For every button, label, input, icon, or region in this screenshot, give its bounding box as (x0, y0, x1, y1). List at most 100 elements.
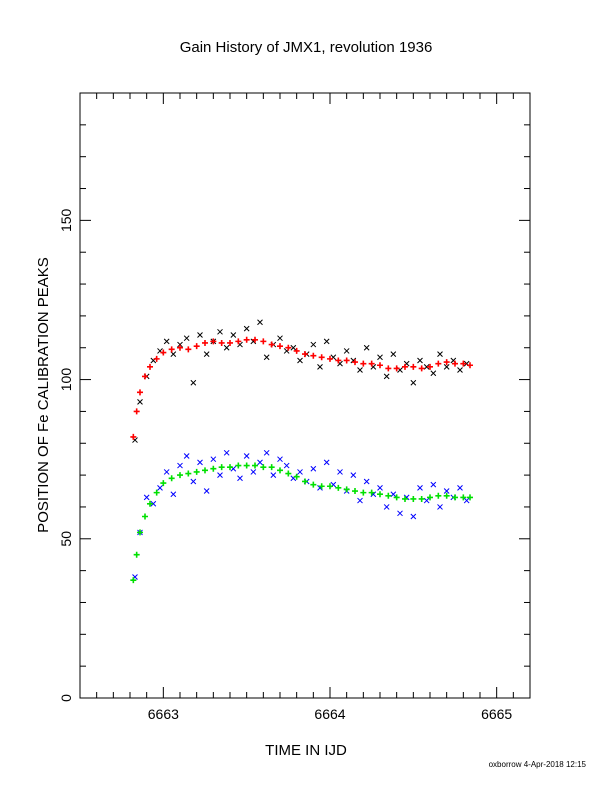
data-point (160, 349, 167, 356)
y-tick-label: 150 (58, 208, 74, 232)
data-point (185, 470, 192, 477)
data-point (177, 472, 183, 479)
data-point (163, 338, 170, 345)
data-point (153, 355, 160, 362)
x-tick-label: 6665 (481, 706, 512, 722)
data-point (163, 469, 170, 475)
data-point (357, 497, 363, 504)
data-point (443, 363, 450, 370)
y-axis-label: POSITION OF Fe CALIBRATION PEAKS (35, 257, 52, 533)
data-point (210, 456, 217, 463)
data-point (153, 489, 160, 496)
data-point (402, 495, 408, 502)
data-point (393, 365, 400, 372)
data-point (452, 494, 458, 501)
data-point (277, 467, 283, 474)
data-point (263, 354, 270, 361)
data-point (183, 453, 190, 459)
data-point (327, 483, 333, 490)
data-point (360, 489, 367, 496)
data-point (457, 367, 463, 373)
data-point (243, 453, 250, 459)
data-point (343, 486, 350, 493)
data-point (277, 456, 283, 463)
data-point (437, 351, 443, 357)
x-tick-label: 6664 (314, 706, 345, 722)
data-point (197, 332, 203, 338)
data-point (352, 359, 358, 366)
data-point (417, 484, 423, 491)
data-point (357, 367, 363, 373)
data-point (385, 365, 392, 372)
data-point (250, 469, 257, 475)
data-point (443, 359, 450, 366)
data-point (235, 462, 242, 469)
data-point (130, 577, 137, 584)
data-point (423, 497, 430, 504)
data-point (397, 510, 403, 517)
data-point (257, 459, 263, 466)
data-point (383, 373, 390, 380)
data-point (310, 352, 317, 359)
data-point (427, 363, 433, 370)
timestamp-footer: oxborrow 4-Apr-2018 12:15 (489, 760, 587, 769)
data-point (410, 513, 417, 520)
data-point (323, 459, 330, 466)
data-point (143, 494, 150, 501)
data-point (302, 478, 308, 485)
data-point (327, 355, 333, 362)
data-point (210, 465, 217, 472)
data-point (297, 357, 303, 364)
data-point (177, 341, 183, 348)
data-point (260, 464, 267, 471)
data-point (202, 467, 208, 474)
data-point (133, 551, 140, 558)
data-point (335, 484, 342, 491)
data-point (177, 344, 183, 351)
data-point (137, 529, 143, 536)
data-point (203, 488, 210, 494)
data-point (263, 449, 270, 456)
data-point (463, 497, 470, 504)
data-point (157, 484, 163, 491)
data-point (385, 492, 392, 499)
data-point (203, 351, 210, 357)
x-axis-label: TIME IN IJD (265, 742, 347, 759)
data-point (268, 341, 275, 348)
data-point (417, 357, 423, 364)
data-point (170, 351, 177, 357)
data-point (435, 360, 442, 367)
data-point (223, 449, 230, 456)
data-point (293, 473, 300, 480)
data-point (368, 489, 375, 496)
data-point (147, 500, 153, 507)
data-point (202, 339, 208, 346)
data-point (310, 481, 317, 488)
data-series-layer (130, 319, 473, 584)
data-point (177, 462, 183, 469)
data-point (277, 335, 283, 342)
data-point (297, 469, 303, 475)
data-point (318, 483, 325, 490)
data-point (270, 472, 277, 478)
data-point (193, 468, 200, 475)
chart-title: Gain History of JMX1, revolution 1936 (180, 39, 433, 56)
data-point (168, 475, 175, 482)
data-point (467, 494, 473, 501)
y-tick-label: 0 (58, 694, 74, 702)
data-point (285, 344, 292, 351)
data-point (460, 494, 467, 501)
data-point (418, 365, 425, 372)
data-point (337, 469, 343, 475)
series-0 (132, 319, 470, 443)
data-point (260, 338, 267, 345)
data-point (230, 332, 237, 338)
series-3 (130, 462, 473, 584)
data-point (363, 478, 370, 485)
data-point (460, 360, 467, 367)
data-point (343, 357, 350, 364)
data-point (317, 363, 323, 370)
data-point (243, 325, 250, 332)
data-point (217, 472, 223, 478)
